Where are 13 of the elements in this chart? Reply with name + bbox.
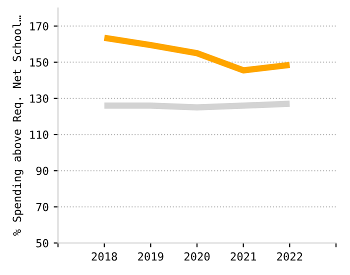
y-tick-label: 90 — [36, 166, 48, 176]
y-tick-label: 110 — [30, 130, 48, 139]
y-tick-label: 130 — [30, 94, 48, 103]
y-axis-title: % Spending above Req. Net School… — [12, 16, 24, 236]
x-tick-label: 2021 — [230, 252, 256, 261]
y-tick-label: 170 — [30, 22, 48, 30]
y-tick-label: 50 — [36, 239, 48, 248]
x-tick-label: 2018 — [92, 252, 117, 261]
x-tick-label: 2022 — [277, 252, 302, 261]
x-tick-label: 2019 — [138, 252, 164, 261]
y-tick-label: 70 — [36, 202, 48, 212]
x-tick-label: 2020 — [184, 252, 210, 261]
y-tick-label: 150 — [30, 58, 48, 67]
